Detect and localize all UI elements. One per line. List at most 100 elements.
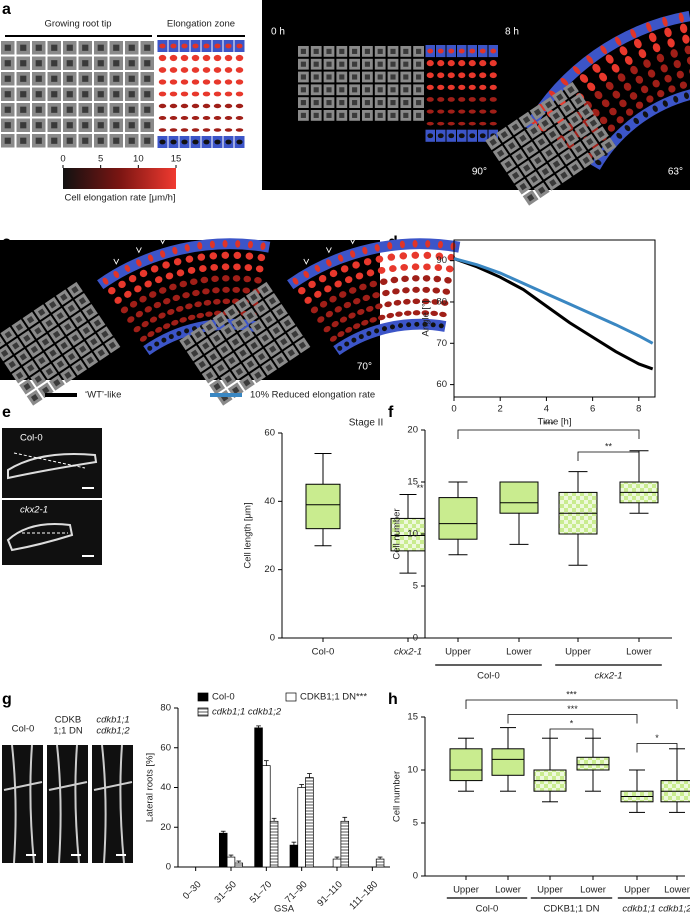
cell-core [113,122,120,129]
cell-core [67,304,76,313]
cell-core [224,327,232,335]
cell-core [20,137,27,144]
x-tick-label: 2 [498,404,503,415]
sig-bracket [507,714,638,724]
cell-red [426,121,434,126]
cell-core [403,112,409,118]
cell-core [97,122,104,129]
y-tick-label: 5 [413,581,418,592]
cell-core [496,149,505,158]
arc-cell [196,312,205,319]
arc-cell [334,280,342,288]
y-axis-label: Lateral roots [%] [145,753,156,822]
arc-cell [640,85,649,94]
cell-core [78,345,87,353]
arc-cell [629,92,638,100]
cell-core [377,112,383,118]
cell-red [180,103,189,109]
cell-red [191,91,200,97]
arc-cell [377,266,386,274]
arc-cell [344,276,353,284]
arc-cell [194,301,202,308]
cell-outline [7,453,98,480]
cell-red [191,103,200,109]
arc-cell [359,283,367,291]
cell-red [191,128,200,132]
arc-cell [232,275,241,282]
cell-core [339,61,345,67]
cell-dot [214,139,221,145]
y-tick-label: 90 [436,255,447,266]
arc-cell [162,261,170,269]
cell-core [403,61,409,67]
cell-core [416,48,422,54]
marker-v [234,228,241,235]
box [576,756,610,771]
colorbar-tick-label: 15 [171,154,182,165]
arc-cell [133,325,141,333]
cell-core [276,308,284,316]
cell-core [71,334,79,342]
cell-red [437,121,445,126]
cell-core [242,330,251,339]
cell-red [468,60,476,67]
arc-cell [357,308,365,315]
cell-core [78,297,87,305]
legend-label: 10% Reduced elongation rate [250,390,375,401]
cell-core [4,60,11,67]
image-label: 1;1 DN [53,726,83,737]
arc-cell [197,241,203,250]
arc-cell [422,286,430,293]
cell-red [169,116,178,120]
arc-cell [212,287,220,294]
cell-red [180,79,189,85]
sim-text: 70° [357,362,372,373]
cell-core [82,326,91,335]
arc-cell [421,310,430,316]
arc-cell [646,95,654,103]
cell-core [339,74,345,80]
arc-cell [445,265,454,273]
cell-red [468,72,476,79]
arc-cell [222,239,228,248]
cell-core [42,386,50,394]
arc-cell [102,277,109,285]
arc-cell [150,265,159,273]
y-tick-label: 20 [407,425,418,436]
cell-dot [159,139,166,145]
arc-cell [381,326,388,332]
arc-cell [189,278,198,285]
arc-cell [400,263,408,271]
arc-cell [439,311,447,318]
cell-red [458,109,466,114]
cell-core [254,323,262,331]
x-tick-label: 8 [636,404,641,415]
arc-cell [169,283,177,291]
cell-red [158,54,167,62]
x-tick-label: Upper [624,885,650,896]
arc-cell [127,316,135,323]
cell-core [352,74,358,80]
cell-core [128,137,135,144]
panel-b-model [298,10,690,170]
arc-cell [113,270,120,278]
cell-red [158,79,167,85]
arc-cell [437,240,443,249]
cell-core [511,123,520,131]
cell-dot [437,133,444,139]
arc-cell [387,253,396,261]
arc-cell [173,258,182,266]
cell-core [326,61,332,67]
cell-core [97,91,104,98]
image-label: ckx2-1 [20,505,48,516]
arc-cell [679,81,688,89]
y-tick-label: 10 [407,529,418,540]
micrograph [92,745,133,863]
arc-cell [325,310,334,318]
arc-cell [168,334,174,340]
arc-cell [310,306,319,314]
cell-core [128,75,135,82]
colorbar [63,168,176,189]
legend-label: CDKB1;1 DN*** [300,692,367,703]
arc-cell [172,294,181,302]
